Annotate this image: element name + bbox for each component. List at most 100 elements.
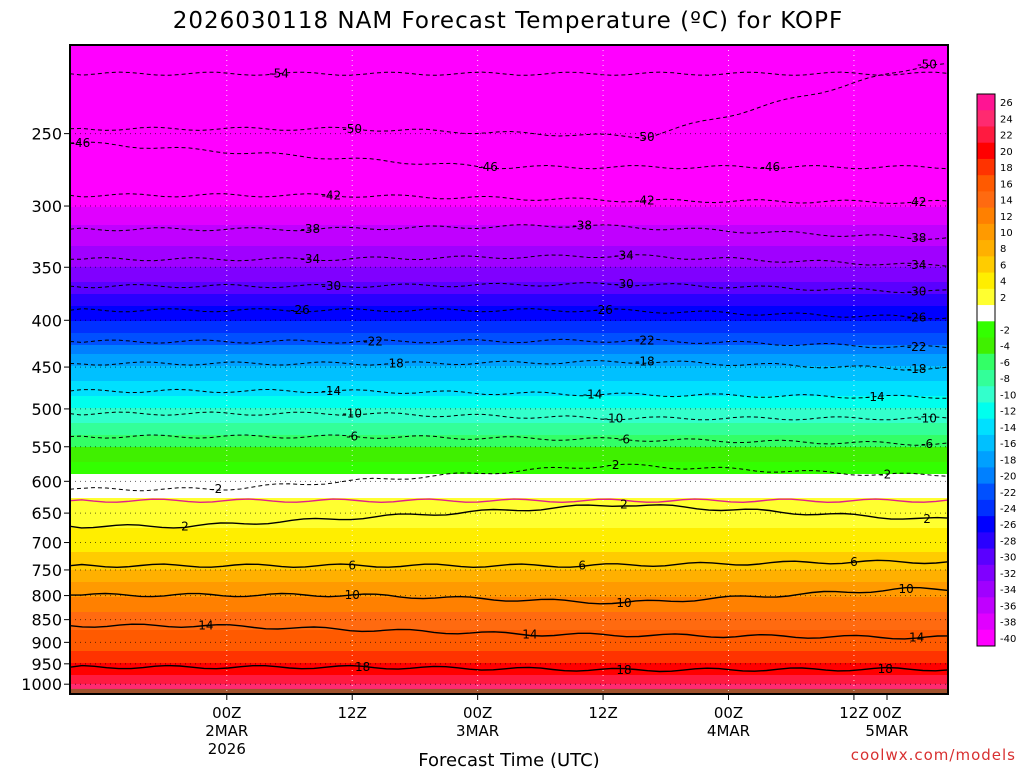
contour-label: -38 [301, 222, 321, 236]
contour-label: -34 [614, 249, 634, 263]
credit-text: coolwx.com/models [851, 746, 1016, 764]
temperature-band [70, 204, 948, 208]
temperature-band [70, 57, 948, 61]
contour-label: -14 [583, 387, 603, 401]
temperature-band [70, 399, 948, 403]
temperature-band [70, 159, 948, 163]
temperature-band [70, 93, 948, 97]
temperature-band [70, 420, 948, 424]
colorbar-swatch [977, 564, 995, 582]
contour-label: -18 [384, 357, 404, 371]
temperature-band [70, 54, 948, 58]
ground-layer [70, 688, 948, 694]
temperature-band [70, 543, 948, 547]
colorbar-label: 20 [1000, 147, 1013, 158]
temperature-band [70, 201, 948, 205]
temperature-band [70, 363, 948, 367]
y-tick-label: 300 [31, 197, 62, 216]
temperature-band [70, 567, 948, 571]
contour-label: -50 [342, 122, 362, 136]
colorbar-swatch [977, 191, 995, 209]
temperature-band [70, 120, 948, 124]
temperature-band [70, 162, 948, 166]
colorbar-label: -28 [1000, 536, 1016, 547]
temperature-band [70, 609, 948, 613]
x-tick-label: 12Z [338, 704, 367, 722]
contour-label: 10 [616, 596, 631, 610]
contour-label: 2 [620, 497, 628, 511]
y-tick-label: 250 [31, 125, 62, 144]
colorbar-swatch [977, 305, 995, 322]
temperature-band [70, 582, 948, 586]
y-tick-label: 550 [31, 438, 62, 457]
temperature-field [70, 45, 948, 694]
contour-line [70, 463, 948, 492]
temperature-band [70, 597, 948, 601]
colorbar-label: 18 [1000, 163, 1013, 174]
contour-line [70, 282, 948, 294]
colorbar-label: -8 [1000, 374, 1010, 385]
contour-label: 18 [616, 663, 631, 677]
temperature-band [70, 477, 948, 481]
temperature-band [70, 81, 948, 85]
temperature-band [70, 687, 948, 691]
temperature-band [70, 615, 948, 619]
colorbar-swatch [977, 240, 995, 257]
temperature-band [70, 474, 948, 478]
temperature-band [70, 672, 948, 676]
temperature-band [70, 537, 948, 541]
temperature-band [70, 357, 948, 361]
temperature-band [70, 576, 948, 580]
contour-line [70, 586, 948, 605]
temperature-band [70, 540, 948, 544]
contour-label: -42 [322, 188, 342, 202]
temperature-band [70, 531, 948, 535]
temperature-band [70, 132, 948, 136]
temperature-band [70, 63, 948, 67]
temperature-band [70, 192, 948, 196]
temperature-band [70, 564, 948, 568]
temperature-band [70, 483, 948, 487]
colorbar-swatch [977, 532, 995, 550]
x-tick-label: 12Z [839, 704, 868, 722]
temperature-band [70, 669, 948, 673]
temperature-band [70, 504, 948, 508]
contour-label: -18 [635, 355, 655, 369]
temperature-band [70, 603, 948, 607]
temperature-band [70, 246, 948, 250]
colorbar-label: -10 [1000, 390, 1016, 401]
temperature-band [70, 549, 948, 553]
colorbar-label: -30 [1000, 553, 1016, 564]
x-tick-label: 00Z [872, 704, 901, 722]
temperature-band [70, 555, 948, 559]
contour-line [70, 71, 948, 76]
y-tick-label: 1000 [21, 675, 62, 694]
temperature-band [70, 111, 948, 115]
colorbar-swatch [977, 418, 995, 436]
colorbar-label: -26 [1000, 520, 1016, 531]
temperature-band [70, 195, 948, 199]
temperature-band [70, 606, 948, 610]
temperature-band [70, 105, 948, 109]
temperature-band [70, 219, 948, 223]
temperature-band [70, 570, 948, 574]
temperature-band [70, 429, 948, 433]
temperature-band [70, 390, 948, 394]
temperature-band [70, 60, 948, 64]
temperature-band [70, 372, 948, 376]
temperature-band [70, 210, 948, 214]
colorbar-swatch [977, 451, 995, 468]
colorbar-swatch [977, 467, 995, 485]
contour-label: -38 [907, 231, 927, 245]
temperature-band [70, 261, 948, 265]
temperature-band [70, 588, 948, 592]
temperature-band [70, 414, 948, 418]
colorbar-swatch [977, 386, 995, 403]
contour-label: -18 [907, 362, 927, 376]
contour-label: 10 [899, 582, 914, 596]
colorbar: 26 24 22 20 18 16 14 12 10 8 6 4 2 -2 -4 -6 -8 -10 -12 -14 -… [976, 93, 1016, 647]
temperature-band [70, 462, 948, 466]
temperature-band [70, 294, 948, 298]
temperature-band [70, 516, 948, 520]
